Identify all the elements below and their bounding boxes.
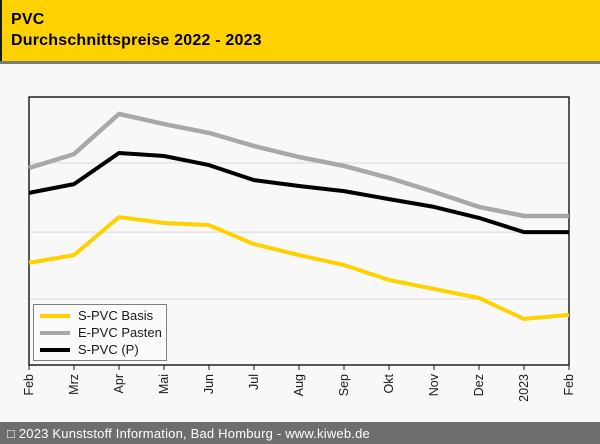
- x-tick-label: Mrz: [67, 374, 81, 395]
- x-tick-label: Mai: [157, 374, 171, 394]
- footer: □ 2023 Kunststoff Information, Bad Hombu…: [0, 422, 600, 444]
- header-divider: [0, 61, 600, 64]
- legend-label: S-PVC Basis: [78, 308, 154, 323]
- x-tick-label: Jun: [202, 374, 216, 394]
- chart-canvas: Feb Mrz Apr Mai Jun Jul Aug Sep Okt Nov Dez 2023 Feb: [22, 96, 576, 402]
- series-line-s-pvc-p: [28, 151, 569, 235]
- x-tick-label: Okt: [382, 373, 396, 393]
- price-chart: Feb Mrz Apr Mai Jun Jul Aug Sep Okt Nov Dez 2023 Feb…: [0, 64, 600, 422]
- x-tick-label: Aug: [292, 374, 306, 396]
- series-line-e-pvc-pasten: [28, 111, 569, 219]
- legend-item-e-pvc-pasten: E-PVC Pasten: [40, 324, 162, 341]
- x-tick-label: Feb: [22, 374, 36, 396]
- legend-item-s-pvc-basis: S-PVC Basis: [40, 307, 162, 324]
- legend-item-s-pvc-p: S-PVC (P): [40, 341, 162, 358]
- legend-label: S-PVC (P): [78, 342, 139, 357]
- page-title: PVC: [11, 11, 45, 28]
- series-line-s-pvc-basis: [28, 215, 570, 321]
- x-tick-label: 2023: [517, 374, 531, 402]
- copyright-text: □ 2023 Kunststoff Information, Bad Hombu…: [7, 425, 370, 441]
- header: PVC Durchschnittspreise 2022 - 2023: [0, 0, 600, 61]
- x-tick-label: Jul: [247, 374, 261, 390]
- legend-swatch-e-pvc-pasten: [40, 330, 70, 335]
- chart-legend: S-PVC Basis E-PVC Pasten S-PVC (P): [33, 304, 167, 361]
- legend-label: E-PVC Pasten: [78, 325, 162, 340]
- x-tick-label: Apr: [112, 374, 126, 393]
- legend-swatch-s-pvc-p: [40, 347, 70, 352]
- page-subtitle: Durchschnittspreise 2022 - 2023: [11, 32, 262, 49]
- x-tick-label: Dez: [472, 374, 486, 396]
- x-tick-label: Sep: [337, 374, 351, 396]
- x-tick-label: Feb: [562, 374, 576, 396]
- x-tick-label: Nov: [427, 373, 441, 396]
- legend-swatch-s-pvc-basis: [40, 313, 70, 318]
